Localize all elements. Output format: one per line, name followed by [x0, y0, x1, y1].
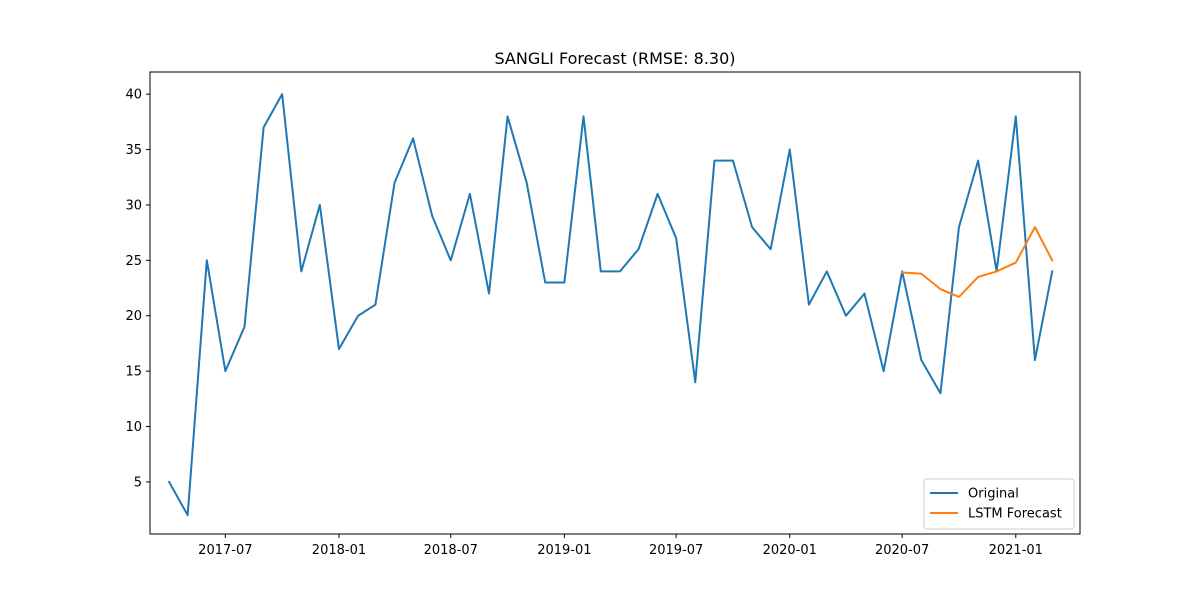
- y-tick-label: 5: [134, 475, 142, 490]
- x-tick-label: 2019-07: [649, 543, 703, 558]
- x-tick-label: 2018-07: [424, 543, 478, 558]
- x-tick-label: 2019-01: [537, 543, 591, 558]
- x-tick-label: 2018-01: [312, 543, 366, 558]
- x-tick-label: 2020-07: [875, 543, 929, 558]
- legend-label: Original: [968, 487, 1019, 502]
- y-tick-label: 20: [125, 309, 142, 324]
- y-axis: 5 10 15 20 25 30 35 40: [125, 88, 150, 490]
- plot-area: [149, 71, 1081, 535]
- series-layer: [167, 93, 1054, 517]
- series-line-lstm-forecast: [901, 226, 1054, 298]
- legend: Original LSTM Forecast: [923, 478, 1075, 530]
- y-tick-label: 30: [125, 198, 142, 213]
- y-tick-label: 15: [125, 365, 142, 380]
- x-tick-label: 2020-01: [763, 543, 817, 558]
- x-tick-label: 2021-01: [989, 543, 1043, 558]
- legend-box: [923, 478, 1075, 530]
- y-tick-label: 25: [125, 254, 142, 269]
- plot-frame: [149, 71, 1081, 535]
- y-tick-label: 35: [125, 143, 142, 158]
- y-tick-label: 10: [125, 420, 142, 435]
- legend-label: LSTM Forecast: [968, 507, 1062, 522]
- series-line-original: [167, 93, 1054, 517]
- y-tick-label: 40: [125, 88, 142, 103]
- chart-title: SANGLI Forecast (RMSE: 8.30): [494, 49, 735, 68]
- x-tick-label: 2017-07: [198, 543, 252, 558]
- x-axis: 2017-07 2018-01 2018-07 2019-01 2019-07 2020-…: [198, 534, 1043, 558]
